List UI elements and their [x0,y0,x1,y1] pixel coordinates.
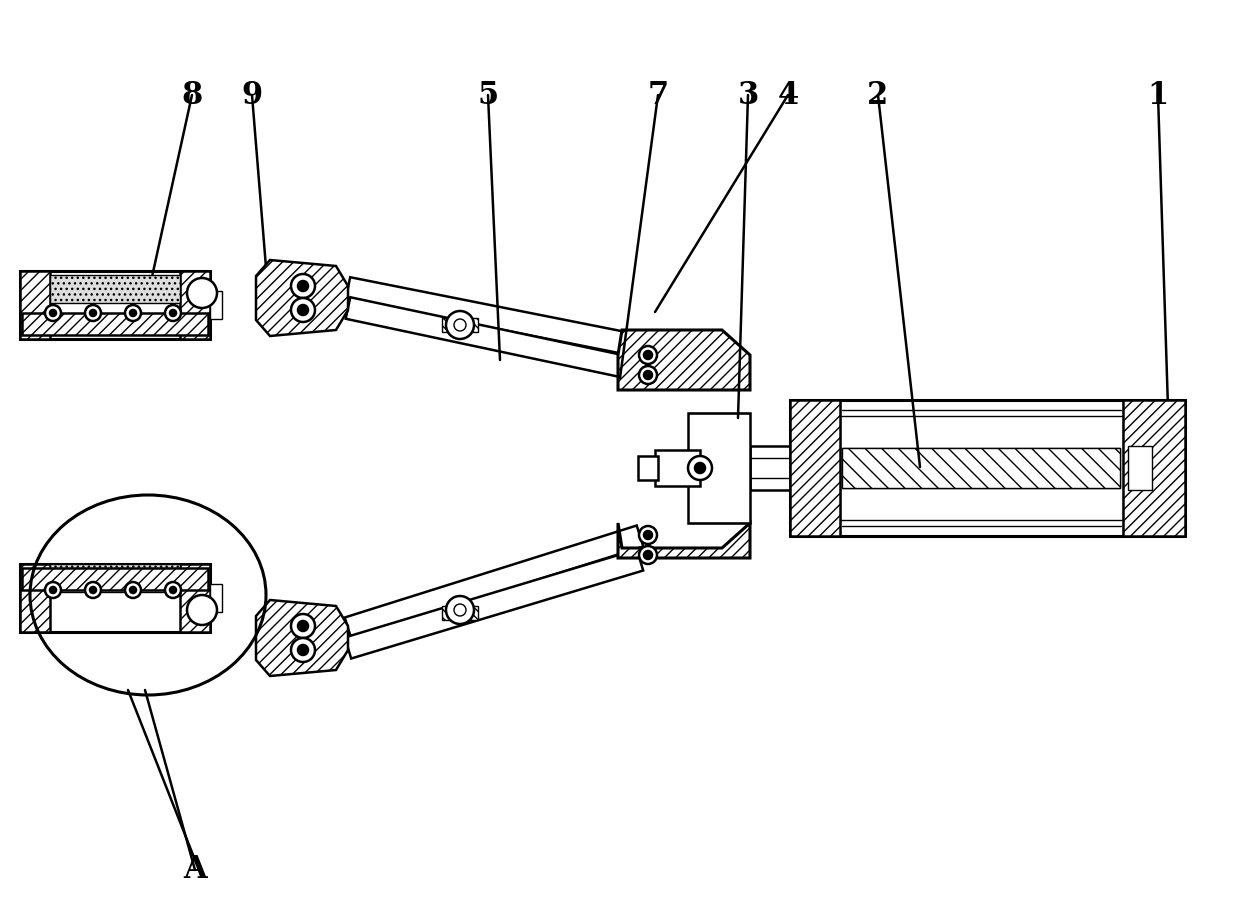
Circle shape [50,310,56,316]
Circle shape [165,582,181,598]
Circle shape [170,310,176,316]
Circle shape [644,551,652,559]
Circle shape [454,604,466,616]
Text: 3: 3 [738,79,759,111]
Circle shape [170,587,176,593]
Circle shape [86,305,100,321]
Text: 9: 9 [242,79,263,111]
Text: 5: 5 [477,79,498,111]
Polygon shape [50,564,180,592]
Polygon shape [790,400,839,536]
Text: 1: 1 [1147,79,1168,111]
Circle shape [688,456,712,480]
Polygon shape [20,271,210,339]
Polygon shape [20,271,50,339]
Circle shape [86,582,100,598]
Circle shape [45,305,61,321]
Polygon shape [346,277,642,357]
Circle shape [639,546,657,564]
Circle shape [125,305,141,321]
Circle shape [91,587,95,593]
Circle shape [446,311,474,339]
Polygon shape [255,600,348,676]
Text: 7: 7 [647,79,668,111]
Circle shape [125,582,141,598]
Circle shape [298,281,308,291]
Polygon shape [346,297,642,381]
Polygon shape [50,275,180,303]
Polygon shape [1123,400,1185,536]
Circle shape [91,310,95,316]
Circle shape [639,526,657,544]
Polygon shape [20,564,210,632]
Circle shape [291,298,315,322]
Polygon shape [20,564,50,632]
Circle shape [298,305,308,315]
Polygon shape [345,525,644,639]
Circle shape [446,596,474,624]
Polygon shape [22,568,208,590]
Circle shape [291,274,315,298]
Circle shape [165,305,181,321]
Polygon shape [255,260,348,336]
Circle shape [187,595,217,625]
Polygon shape [22,313,208,335]
Text: A: A [184,855,207,885]
Polygon shape [210,584,222,612]
Polygon shape [618,330,750,390]
Polygon shape [842,448,1120,488]
Polygon shape [639,456,658,480]
Circle shape [644,531,652,539]
Circle shape [639,366,657,384]
Polygon shape [180,564,210,632]
Circle shape [644,351,652,359]
Circle shape [130,310,136,316]
Circle shape [50,587,56,593]
Polygon shape [655,450,701,486]
Polygon shape [842,448,1120,488]
Polygon shape [180,271,210,339]
Polygon shape [345,549,644,658]
Polygon shape [688,413,750,523]
Circle shape [291,614,315,638]
Polygon shape [618,523,750,558]
Circle shape [187,278,217,308]
Circle shape [298,621,308,631]
Circle shape [639,346,657,364]
Text: 8: 8 [181,79,202,111]
Circle shape [298,645,308,655]
Circle shape [45,582,61,598]
Circle shape [694,463,706,473]
Text: 4: 4 [777,79,799,111]
Circle shape [454,319,466,331]
Polygon shape [1128,446,1152,490]
Polygon shape [790,400,1185,536]
Polygon shape [441,606,477,620]
Polygon shape [210,291,222,319]
Circle shape [130,587,136,593]
Polygon shape [750,446,790,490]
Polygon shape [441,318,477,332]
Circle shape [291,638,315,662]
Text: 2: 2 [867,79,889,111]
Circle shape [644,371,652,379]
